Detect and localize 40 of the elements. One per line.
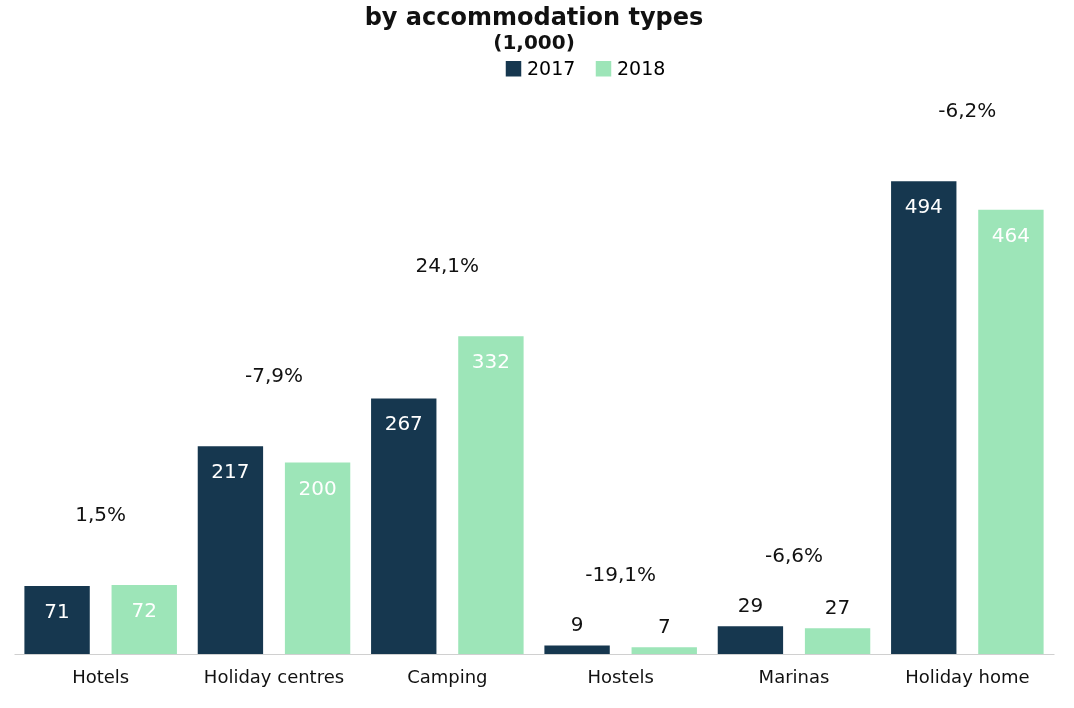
- data-label: 29: [737, 593, 764, 618]
- annotation: -19,1%: [585, 562, 657, 587]
- bar: [978, 209, 1044, 654]
- bar: [371, 398, 437, 654]
- chart-subtitle: (1,000): [493, 30, 575, 54]
- annotation: 1,5%: [75, 502, 127, 527]
- bar: [24, 586, 90, 654]
- data-label: 7: [657, 614, 671, 639]
- data-label: 494: [904, 194, 943, 219]
- bar: [111, 585, 177, 654]
- data-label: 332: [471, 349, 511, 374]
- annotation: -6,6%: [764, 543, 824, 568]
- bar: [458, 336, 524, 654]
- annotation: 24,1%: [415, 253, 480, 278]
- bar: [197, 446, 264, 654]
- data-label: 27: [824, 595, 851, 620]
- x-tick-label: Holiday centres: [203, 665, 345, 687]
- data-label: 72: [131, 598, 157, 623]
- bar: [284, 462, 351, 654]
- bar: [631, 647, 697, 654]
- data-label: 200: [298, 475, 337, 500]
- x-tick-label: Holiday home: [905, 665, 1030, 687]
- text: -6,2%: [938, 98, 997, 123]
- annotation: -7,9%: [244, 363, 304, 388]
- bar: [717, 626, 784, 654]
- x-tick-label: Hotels: [72, 665, 130, 687]
- data-label: 71: [44, 599, 70, 624]
- data-label: 9: [570, 612, 584, 637]
- data-label: 464: [991, 222, 1031, 247]
- x-tick-label: Hostels: [587, 665, 654, 687]
- x-tick-label: Camping: [407, 665, 488, 687]
- bar: [544, 645, 610, 654]
- data-label: 217: [211, 459, 250, 484]
- bar: [891, 181, 957, 654]
- x-tick-label: Marinas: [758, 665, 830, 687]
- legend-label: 2017: [527, 56, 576, 79]
- bar: [804, 628, 871, 654]
- data-label: 267: [384, 411, 423, 436]
- chart-title: by accommodation types: [364, 3, 704, 31]
- legend-label: 2018: [617, 56, 666, 79]
